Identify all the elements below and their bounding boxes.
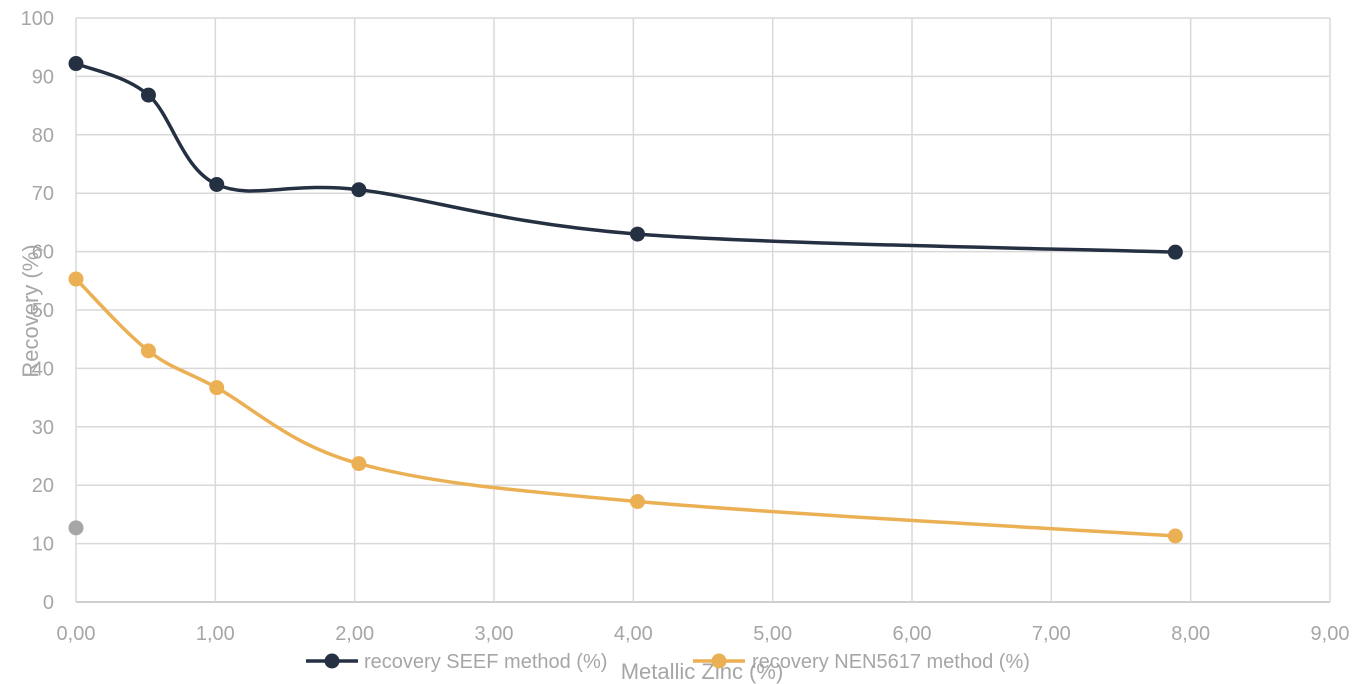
data-point-0 [1167, 244, 1183, 260]
y-tick-label: 70 [32, 183, 54, 205]
data-point-1 [140, 343, 156, 359]
y-tick-label: 0 [43, 592, 54, 614]
data-point-1 [1167, 528, 1183, 544]
data-point-0 [140, 87, 156, 103]
stray-data-point [68, 520, 84, 536]
x-tick-label: 5,00 [753, 623, 792, 645]
gridlines [75, 17, 1331, 603]
y-tick-label: 10 [32, 534, 54, 556]
y-tick-label: 30 [32, 417, 54, 439]
y-tick-label: 50 [32, 300, 54, 322]
data-point-0 [630, 226, 646, 242]
y-axis-ticks: 0 10 20 30 40 50 60 70 80 90 100 [21, 8, 54, 614]
x-tick-label: 9,00 [1311, 623, 1350, 645]
x-tick-label: 8,00 [1171, 623, 1210, 645]
x-tick-label: 4,00 [614, 623, 653, 645]
x-tick-label: 2,00 [335, 623, 374, 645]
x-tick-label: 3,00 [475, 623, 514, 645]
data-point-1 [630, 494, 646, 510]
data-points [68, 56, 1183, 544]
legend-label-0: recovery SEEF method (%) [364, 651, 607, 673]
legend-marker-1 [711, 653, 727, 669]
y-axis-title: Recovery (%) [18, 244, 43, 377]
y-tick-label: 40 [32, 358, 54, 380]
y-tick-label: 80 [32, 125, 54, 147]
data-point-0 [68, 56, 84, 72]
data-point-1 [351, 456, 367, 472]
x-tick-label: 0,00 [57, 623, 96, 645]
legend-marker-0 [324, 653, 340, 669]
data-point-1 [209, 380, 225, 396]
series-line-1 [74, 277, 1176, 538]
data-point-0 [351, 182, 367, 198]
series-line-0 [75, 61, 1176, 254]
x-tick-label: 6,00 [893, 623, 932, 645]
y-tick-label: 90 [32, 66, 54, 88]
x-axis-ticks: 0,00 1,00 2,00 3,00 4,00 5,00 6,00 7,00 8,00 9,00 [57, 623, 1350, 645]
x-tick-label: 7,00 [1032, 623, 1071, 645]
y-tick-label: 60 [32, 242, 54, 264]
x-axis-title: Metallic Zinc (%) [621, 659, 784, 684]
x-tick-label: 1,00 [196, 623, 235, 645]
data-point-0 [209, 176, 225, 192]
y-tick-label: 100 [21, 8, 54, 30]
data-point-1 [68, 271, 84, 287]
legend-label-1: recovery NEN5617 method (%) [752, 651, 1030, 673]
legend: recovery SEEF method (%) recovery NEN5617… [306, 651, 1030, 673]
y-tick-label: 20 [32, 475, 54, 497]
